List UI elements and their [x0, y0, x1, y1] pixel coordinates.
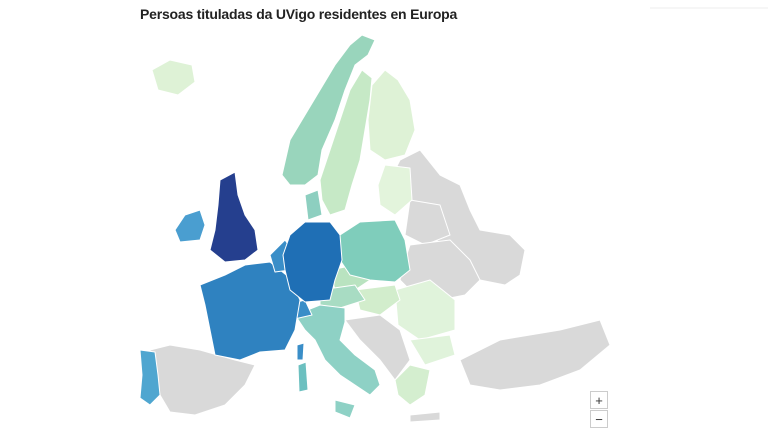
- romania: [394, 279, 456, 341]
- bulgaria: [409, 334, 456, 366]
- zoom-in-button[interactable]: +: [590, 391, 608, 409]
- sweden: [319, 69, 373, 216]
- ireland: [174, 209, 206, 243]
- united-kingdom: [209, 171, 259, 263]
- sicily: [334, 399, 356, 419]
- poland: [339, 219, 411, 283]
- baltics: [377, 164, 413, 216]
- turkey: [459, 319, 611, 391]
- portugal: [139, 349, 161, 406]
- hungary-slovakia: [354, 284, 401, 316]
- crete: [409, 411, 441, 423]
- zoom-out-button[interactable]: −: [590, 410, 608, 428]
- france: [199, 261, 301, 361]
- corsica: [296, 342, 305, 361]
- iceland: [151, 59, 196, 96]
- norway: [281, 34, 376, 186]
- germany: [282, 221, 343, 303]
- denmark: [304, 189, 323, 221]
- belarus: [404, 199, 451, 246]
- sardinia: [297, 361, 309, 393]
- greece: [394, 364, 431, 406]
- finland: [367, 69, 416, 161]
- map-title: Persoas tituladas da UVigo residentes en…: [140, 6, 458, 22]
- italy: [294, 304, 381, 396]
- balkans: [344, 314, 411, 381]
